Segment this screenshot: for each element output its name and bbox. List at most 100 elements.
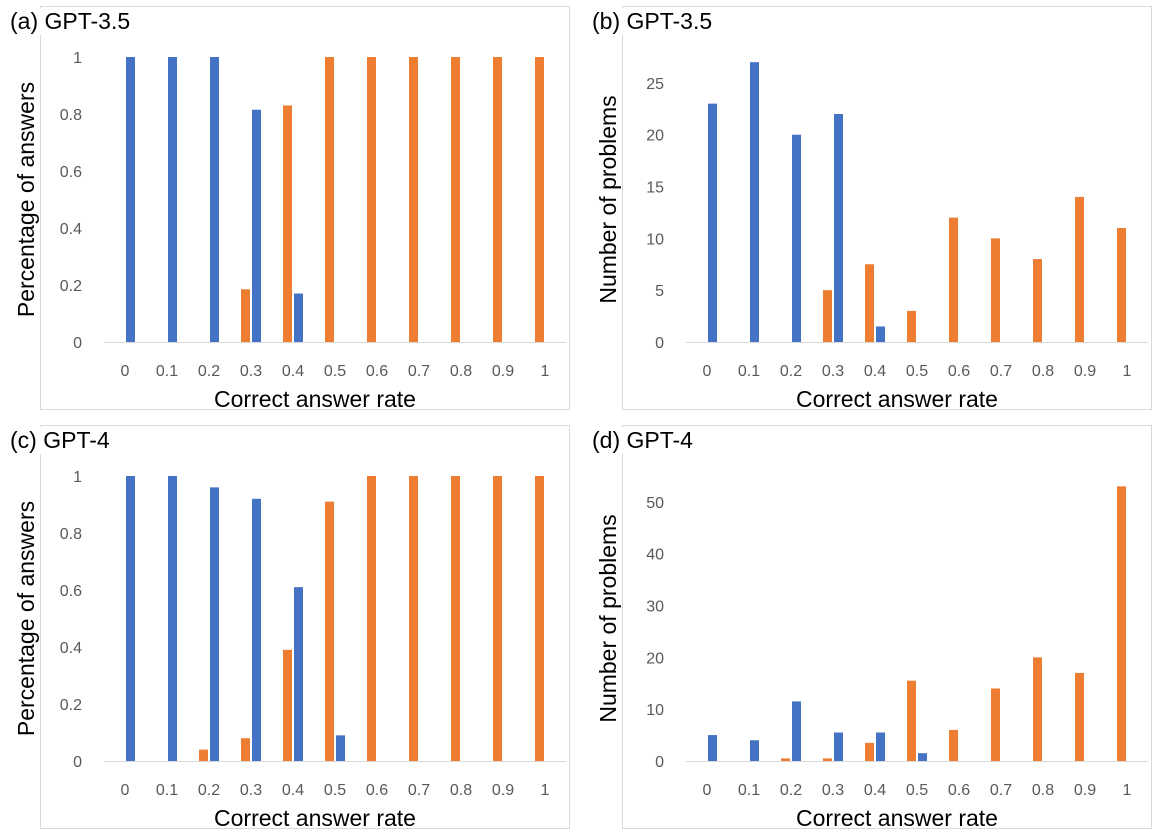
bar-blue-0.4 xyxy=(876,732,885,761)
x-tick-label: 0 xyxy=(121,782,130,799)
plot-frame xyxy=(40,6,570,410)
x-tick-label: 0.2 xyxy=(198,363,220,380)
y-tick-label: 0.4 xyxy=(60,221,82,238)
bar-orange-0.2 xyxy=(781,758,790,761)
x-tick-label: 0.9 xyxy=(492,782,514,799)
bar-orange-0.9 xyxy=(493,57,502,342)
bar-blue-0.1 xyxy=(168,476,177,761)
x-tick-label: 0.5 xyxy=(906,363,928,380)
bar-blue-0.2 xyxy=(792,134,801,342)
bar-chart-svg: 0 0.2 0.4 0.6 0.8 1 0 0.1 0.2 0.3 0.4 0.5 0.6 0.7 0.8 0… xyxy=(13,469,566,831)
y-tick-label: 20 xyxy=(646,128,664,145)
bar-orange-1 xyxy=(535,476,544,761)
bar-orange-0.8 xyxy=(451,57,460,342)
bar-orange-0.7 xyxy=(991,238,1000,342)
bar-blue-0 xyxy=(126,476,135,761)
bar-orange-0.6 xyxy=(949,729,958,761)
x-tick-label: 0.8 xyxy=(450,363,472,380)
bar-blue-0.3 xyxy=(252,498,261,761)
y-tick-label: 0 xyxy=(73,754,82,771)
bar-blue-0.3 xyxy=(252,109,261,342)
bar-orange-0.4 xyxy=(865,742,874,761)
y-tick-label: 20 xyxy=(646,650,664,667)
bar-orange-0.3 xyxy=(241,738,250,761)
bar-blue-0.1 xyxy=(168,57,177,342)
bar-orange-0.7 xyxy=(409,57,418,342)
y-tick-label: 0 xyxy=(655,754,664,771)
x-axis-title: Correct answer rate xyxy=(796,805,998,831)
x-tick-label: 0.7 xyxy=(408,363,430,380)
y-tick-label: 5 xyxy=(655,283,664,300)
bar-chart-svg: 0 0.2 0.4 0.6 0.8 1 0 0.1 0.2 0.3 0.4 0.5 0.6 0.7 0.8 0… xyxy=(13,50,566,412)
x-axis-title: Correct answer rate xyxy=(214,386,416,412)
bar-orange-0.9 xyxy=(1075,672,1084,761)
bar-blue-0.1 xyxy=(750,740,759,761)
bar-chart-svg: 0 5 10 15 20 25 0 0.1 0.2 0.3 0.4 0.5 0.6 0.7 0.8 0.9 1 C… xyxy=(595,62,1148,412)
y-tick-label: 0.8 xyxy=(60,107,82,124)
x-tick-label: 0 xyxy=(703,363,712,380)
bar-orange-0.5 xyxy=(325,501,334,761)
y-tick-label: 10 xyxy=(646,702,664,719)
x-tick-label: 0.8 xyxy=(1032,782,1054,799)
x-tick-label: 0.6 xyxy=(948,782,970,799)
x-tick-label: 0.9 xyxy=(492,363,514,380)
x-tick-label: 0 xyxy=(121,363,130,380)
bar-blue-0.3 xyxy=(834,732,843,761)
bar-chart-svg: 0 10 20 30 40 50 0 0.1 0.2 0.3 0.4 0.5 0.6 0.7 0.8 0.9 1… xyxy=(595,486,1148,831)
panel-title: (c) GPT-4 xyxy=(8,427,112,454)
bar-blue-0.5 xyxy=(336,735,345,761)
bar-orange-0.5 xyxy=(907,680,916,761)
x-tick-label: 1 xyxy=(1123,782,1132,799)
x-tick-label: 0.6 xyxy=(366,363,388,380)
y-tick-label: 0 xyxy=(655,335,664,352)
bar-blue-0.2 xyxy=(210,57,219,342)
x-tick-label: 0.9 xyxy=(1074,363,1096,380)
bar-blue-0.4 xyxy=(294,293,303,342)
x-tick-label: 0 xyxy=(703,782,712,799)
bar-blue-0.2 xyxy=(210,487,219,761)
bar-orange-0.9 xyxy=(1075,196,1084,342)
bar-orange-0.4 xyxy=(283,649,292,761)
plot-frame xyxy=(40,425,570,829)
x-tick-label: 0.1 xyxy=(738,363,760,380)
x-tick-label: 0.1 xyxy=(738,782,760,799)
x-tick-label: 0.2 xyxy=(198,782,220,799)
bar-blue-0 xyxy=(708,735,717,761)
y-tick-label: 40 xyxy=(646,547,664,564)
x-axis-title: Correct answer rate xyxy=(796,386,998,412)
x-tick-label: 0.1 xyxy=(156,782,178,799)
y-tick-label: 0.8 xyxy=(60,526,82,543)
y-tick-label: 0 xyxy=(73,335,82,352)
x-tick-label: 0.3 xyxy=(822,363,844,380)
bar-blue-0.5 xyxy=(918,753,927,761)
y-axis-title: Percentage of answers xyxy=(13,82,39,317)
bar-orange-0.5 xyxy=(907,310,916,342)
y-axis-title: Number of problems xyxy=(595,95,621,303)
x-tick-label: 0.2 xyxy=(780,782,802,799)
bar-orange-0.5 xyxy=(325,57,334,342)
x-tick-label: 0.1 xyxy=(156,363,178,380)
x-tick-label: 0.8 xyxy=(1032,363,1054,380)
bar-orange-0.3 xyxy=(241,289,250,342)
bar-orange-0.3 xyxy=(823,290,832,342)
y-tick-label: 0.6 xyxy=(60,164,82,181)
x-tick-label: 0.5 xyxy=(324,782,346,799)
x-tick-label: 1 xyxy=(541,363,550,380)
plot-frame xyxy=(622,6,1152,410)
bar-orange-0.3 xyxy=(823,758,832,761)
x-tick-label: 0.4 xyxy=(864,363,886,380)
y-tick-label: 30 xyxy=(646,599,664,616)
y-tick-label: 0.6 xyxy=(60,583,82,600)
y-axis-title: Number of problems xyxy=(595,514,621,722)
x-tick-label: 1 xyxy=(541,782,550,799)
x-tick-label: 0.7 xyxy=(408,782,430,799)
x-tick-label: 0.4 xyxy=(282,782,304,799)
x-tick-label: 0.4 xyxy=(282,363,304,380)
y-tick-label: 15 xyxy=(646,180,664,197)
y-tick-label: 0.2 xyxy=(60,697,82,714)
bar-orange-0.7 xyxy=(409,476,418,761)
bar-orange-0.6 xyxy=(949,217,958,342)
bar-orange-0.4 xyxy=(865,264,874,342)
x-tick-label: 0.5 xyxy=(324,363,346,380)
x-tick-label: 0.3 xyxy=(240,782,262,799)
